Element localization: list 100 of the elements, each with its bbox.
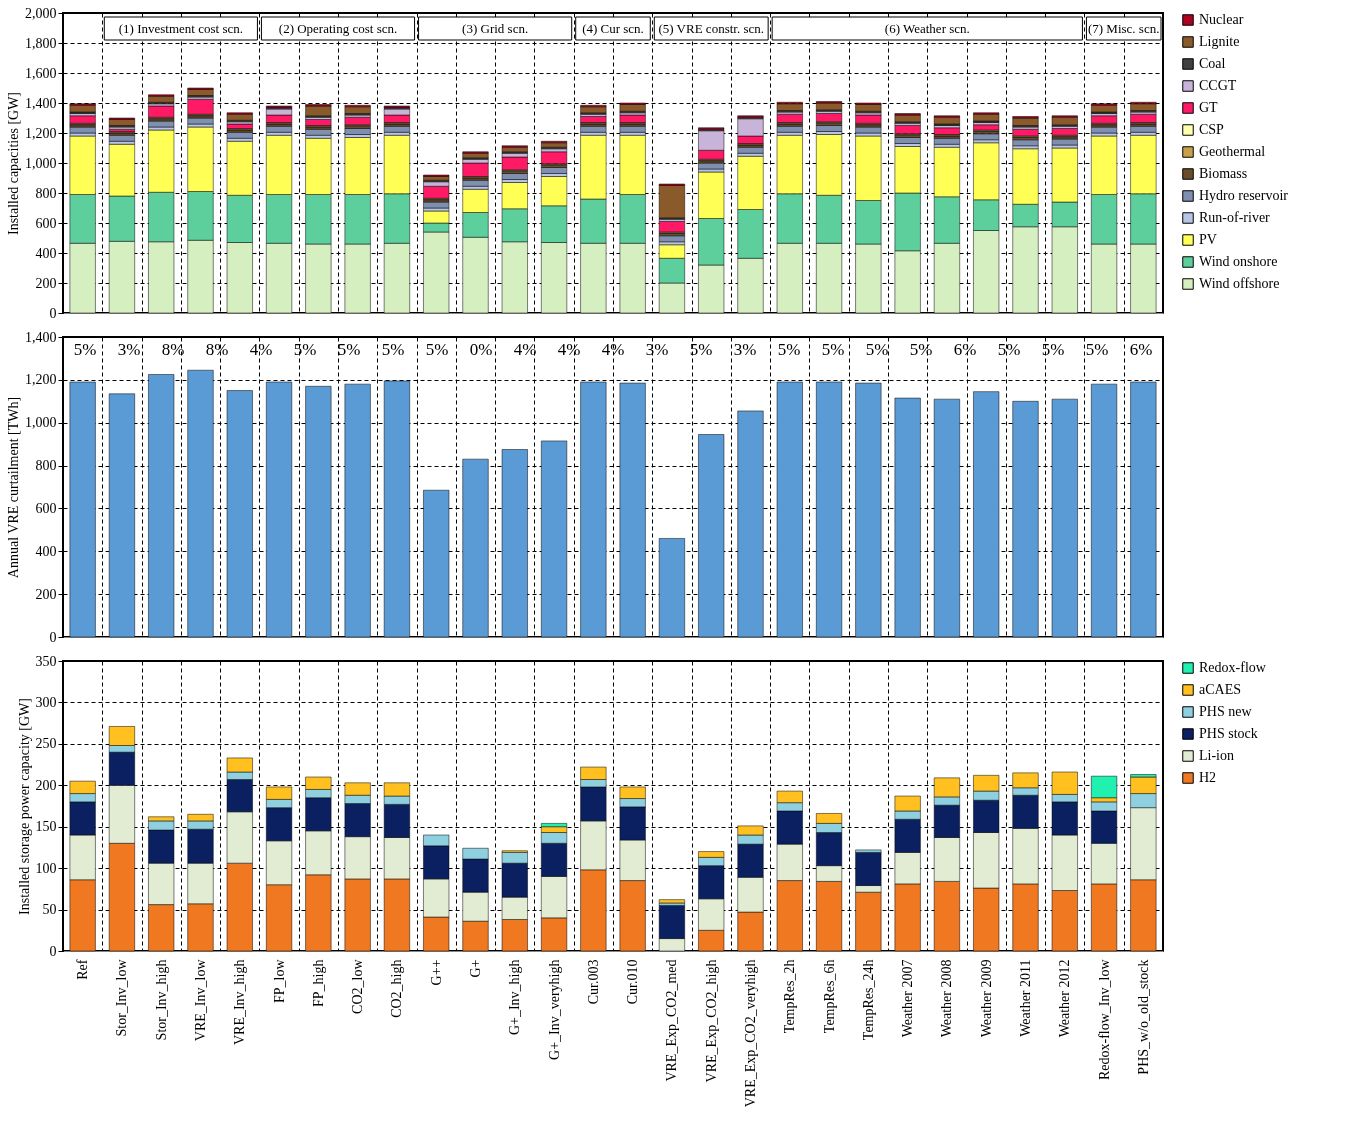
x-tick-label: Redox-flow_Inv_low xyxy=(1096,958,1112,1081)
x-tick-label: Weather 2009 xyxy=(978,959,994,1038)
legend-label: PV xyxy=(1199,232,1217,247)
y-tick-label: 400 xyxy=(35,245,57,261)
y-tick-label: 1,000 xyxy=(25,155,57,171)
x-tick-label: TempRes_24h xyxy=(860,959,876,1041)
x-tick-label: Weather 2012 xyxy=(1057,959,1073,1038)
y-tick-label: 350 xyxy=(35,653,57,669)
band-label: (3) Grid scn. xyxy=(462,21,529,36)
band-label: (7) Misc. scn. xyxy=(1087,21,1160,36)
y-tick-label: 600 xyxy=(35,215,57,231)
y-tick-label: 0 xyxy=(49,305,57,321)
x-tick-label: TempRes_2h xyxy=(782,959,798,1034)
x-tick-label: CO2_high xyxy=(389,959,405,1018)
band-label: (6) Weather scn. xyxy=(884,21,970,36)
annotation: 8% xyxy=(161,340,185,359)
legend-label: GT xyxy=(1199,100,1219,115)
x-tick-label: VRE_Exp_CO2_med xyxy=(664,959,680,1082)
y-axis-title: Installed storage power capacity [GW] xyxy=(16,698,32,915)
x-tick-label: G++ xyxy=(428,959,444,986)
legend-label: Lignite xyxy=(1199,34,1240,49)
x-tick-label: Cur.003 xyxy=(585,959,601,1005)
y-tick-label: 0 xyxy=(49,629,57,645)
annotation: 5% xyxy=(777,340,801,359)
y-tick-label: 250 xyxy=(35,736,57,752)
annotation: 5% xyxy=(73,340,97,359)
x-tick-label: Stor_Inv_low xyxy=(114,958,130,1037)
annotation: 5% xyxy=(293,340,317,359)
x-tick-label: Weather 2011 xyxy=(1018,959,1033,1037)
x-tick-label: G+_Inv_veryhigh xyxy=(546,959,562,1060)
band-label: (1) Investment cost scn. xyxy=(118,21,243,36)
annotation: 6% xyxy=(1129,340,1153,359)
y-tick-label: 50 xyxy=(42,902,57,918)
legend-label: Biomass xyxy=(1199,166,1248,181)
x-tick-label: TempRes_6h xyxy=(821,959,837,1034)
x-tick-label: VRE_Inv_low xyxy=(193,958,208,1042)
y-tick-label: 100 xyxy=(35,860,57,876)
x-tick-label: Weather 2008 xyxy=(939,959,955,1038)
x-tick-label: VRE_Inv_high xyxy=(232,959,248,1046)
legend-label: PHS new xyxy=(1199,704,1253,719)
y-tick-label: 1,200 xyxy=(25,372,57,388)
x-tick-label: VRE_Exp_CO2_high xyxy=(703,959,719,1083)
y-tick-label: 200 xyxy=(35,275,57,291)
y-axis-title: Annual VRE curtailment [TWh] xyxy=(6,396,21,579)
y-tick-label: 200 xyxy=(35,777,57,793)
legend-label: CSP xyxy=(1199,122,1225,137)
annotation: 5% xyxy=(337,340,361,359)
band-label: (4) Cur scn. xyxy=(582,21,644,36)
annotation: 4% xyxy=(513,340,537,359)
annotation: 5% xyxy=(865,340,889,359)
legend-label: Geothermal xyxy=(1199,144,1266,159)
annotation: 5% xyxy=(425,340,449,359)
legend-label: Run-of-river xyxy=(1199,210,1271,225)
y-tick-label: 150 xyxy=(35,819,57,835)
legend-label: aCAES xyxy=(1199,682,1241,697)
x-tick-label: CO2_low xyxy=(350,958,366,1014)
band-label: (5) VRE constr. scn. xyxy=(658,21,764,36)
legend-label: H2 xyxy=(1199,770,1217,785)
annotation: 3% xyxy=(117,340,141,359)
y-tick-label: 1,400 xyxy=(25,329,57,345)
x-tick-label: FP_high xyxy=(310,959,326,1007)
x-tick-label: G+_Inv_high xyxy=(507,959,523,1036)
annotation: 5% xyxy=(821,340,845,359)
y-tick-label: 1,200 xyxy=(25,125,57,141)
y-tick-label: 2,000 xyxy=(25,5,57,21)
annotation: 5% xyxy=(689,340,713,359)
legend-label: PHS stock xyxy=(1199,726,1258,741)
annotation: 5% xyxy=(381,340,405,359)
y-tick-label: 0 xyxy=(49,943,57,959)
x-tick-label: Cur.010 xyxy=(625,959,641,1005)
band-label: (2) Operating cost scn. xyxy=(278,21,398,36)
annotation: 5% xyxy=(997,340,1021,359)
y-tick-label: 1,800 xyxy=(25,35,57,51)
y-tick-label: 1,600 xyxy=(25,65,57,81)
y-tick-label: 800 xyxy=(35,458,57,474)
legend-label: Redox-flow xyxy=(1199,660,1267,675)
legend-label: Hydro reservoir xyxy=(1199,188,1289,203)
x-tick-label: PHS_w/o_old_stock xyxy=(1135,959,1151,1075)
y-tick-label: 300 xyxy=(35,694,57,710)
y-tick-label: 200 xyxy=(35,586,57,602)
y-tick-label: 1,000 xyxy=(25,415,57,431)
annotation: 4% xyxy=(557,340,581,359)
legend-label: CCGT xyxy=(1199,78,1237,93)
x-tick-label: Weather 2007 xyxy=(900,959,916,1038)
y-tick-label: 1,400 xyxy=(25,95,57,111)
x-tick-label: VRE_Exp_CO2_veryhigh xyxy=(743,959,758,1108)
annotation: 0% xyxy=(469,340,493,359)
legend-label: Coal xyxy=(1199,56,1226,71)
legend-label: Wind onshore xyxy=(1199,254,1278,269)
annotation: 3% xyxy=(733,340,757,359)
x-tick-label: Stor_Inv_high xyxy=(153,959,169,1041)
annotation: 5% xyxy=(1041,340,1065,359)
x-tick-label: FP_low xyxy=(271,958,287,1004)
y-tick-label: 800 xyxy=(35,185,57,201)
y-axis-title: Installed capacities [GW] xyxy=(6,91,21,236)
legend-label: Li-ion xyxy=(1199,748,1234,763)
legend-label: Nuclear xyxy=(1199,12,1244,27)
annotation: 8% xyxy=(205,340,229,359)
y-tick-label: 600 xyxy=(35,500,57,516)
y-tick-label: 400 xyxy=(35,543,57,559)
